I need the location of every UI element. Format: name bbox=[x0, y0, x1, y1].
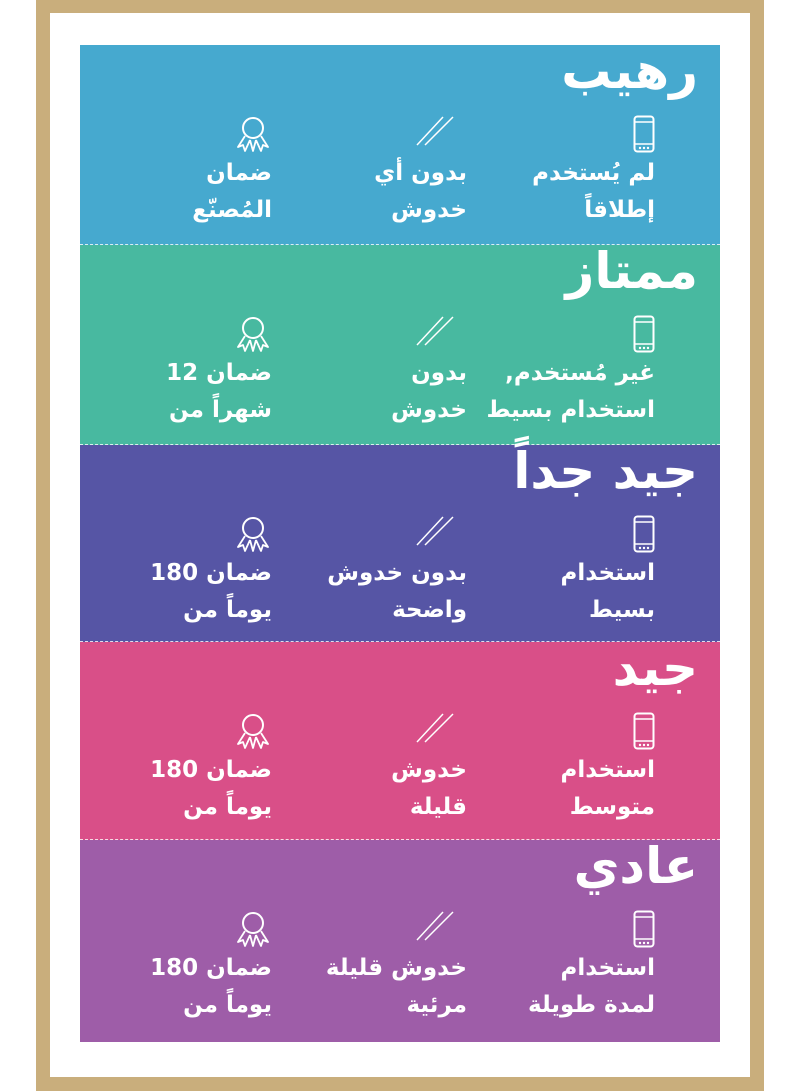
usage-column: استخدام متوسط bbox=[455, 712, 655, 832]
warranty-column: ضمان 12 شهراً من bbox=[72, 315, 272, 435]
scratches-line-1: بدون خدوش bbox=[327, 560, 467, 586]
scratches-line-1: خدوش قليلة bbox=[325, 955, 467, 981]
usage-line-2: متوسط bbox=[569, 794, 655, 820]
warranty-line-2: المُصنّع bbox=[192, 197, 272, 223]
usage-column: غير مُستخدم, استخدام بسيط bbox=[455, 315, 655, 435]
scratches-column: خدوش قليلة مرئية bbox=[267, 910, 467, 1030]
warranty-column: ضمان 180 يوماً من bbox=[72, 910, 272, 1030]
warranty-column: ضمان المُصنّع bbox=[72, 115, 272, 235]
scratch-lines-icon bbox=[416, 713, 454, 743]
warranty-line-1: ضمان 12 bbox=[166, 360, 272, 386]
usage-line-1: استخدام bbox=[560, 560, 656, 586]
grade-title: رهيب bbox=[561, 42, 698, 100]
award-medal-icon bbox=[237, 317, 269, 352]
phone-icon bbox=[633, 712, 655, 750]
phone-icon bbox=[633, 315, 655, 353]
warranty-line-1: ضمان bbox=[206, 160, 272, 186]
warranty-line-2: شهراً من bbox=[169, 397, 272, 423]
award-medal-icon bbox=[237, 912, 269, 947]
usage-line-2: بسيط bbox=[588, 597, 655, 623]
usage-line-1: غير مُستخدم, bbox=[505, 360, 655, 386]
scratches-line-2: قليلة bbox=[409, 794, 467, 820]
warranty-line-2: يوماً من bbox=[183, 794, 272, 820]
warranty-line-2: يوماً من bbox=[183, 992, 272, 1018]
award-medal-icon bbox=[237, 117, 269, 152]
scratch-lines-icon bbox=[416, 316, 454, 346]
warranty-column: ضمان 180 يوماً من bbox=[72, 515, 272, 635]
warranty-line-2: يوماً من bbox=[183, 597, 272, 623]
scratches-line-1: خدوش bbox=[391, 757, 467, 783]
condition-grades-panel: رهيب لم يُستخدم إطلاقاً بدون أي خدوش ضمان ا… bbox=[80, 42, 720, 1042]
grade-section: ممتاز غير مُستخدم, استخدام بسيط بدون خدوش … bbox=[80, 242, 720, 445]
scratches-column: بدون خدوش bbox=[267, 315, 467, 435]
scratches-column: بدون أي خدوش bbox=[267, 115, 467, 235]
grade-title: عادي bbox=[573, 837, 698, 895]
scratch-lines-icon bbox=[416, 116, 454, 146]
scratch-lines-icon bbox=[416, 516, 454, 546]
award-medal-icon bbox=[237, 517, 269, 552]
grade-section: رهيب لم يُستخدم إطلاقاً بدون أي خدوش ضمان ا… bbox=[80, 42, 720, 245]
warranty-line-1: ضمان 180 bbox=[150, 560, 272, 586]
phone-icon bbox=[633, 115, 655, 153]
usage-column: استخدام بسيط bbox=[455, 515, 655, 635]
usage-line-1: استخدام bbox=[560, 955, 656, 981]
grade-section: عادي استخدام لمدة طويلة خدوش قليلة مرئية ض… bbox=[80, 837, 720, 1042]
scratches-line-1: بدون أي bbox=[374, 160, 467, 186]
phone-icon bbox=[633, 910, 655, 948]
scratches-column: خدوش قليلة bbox=[267, 712, 467, 832]
warranty-column: ضمان 180 يوماً من bbox=[72, 712, 272, 832]
grade-section: جيد استخدام متوسط خدوش قليلة ضمان 180 يوماً… bbox=[80, 639, 720, 840]
usage-column: لم يُستخدم إطلاقاً bbox=[455, 115, 655, 235]
usage-line-2: لمدة طويلة bbox=[528, 992, 655, 1018]
scratches-line-2: خدوش bbox=[391, 197, 467, 223]
usage-column: استخدام لمدة طويلة bbox=[455, 910, 655, 1030]
scratches-line-2: خدوش bbox=[391, 397, 467, 423]
grade-title: جيد جداً bbox=[513, 442, 698, 500]
usage-line-2: إطلاقاً bbox=[584, 197, 655, 223]
scratches-line-2: مرئية bbox=[406, 992, 467, 1018]
usage-line-1: لم يُستخدم bbox=[532, 160, 655, 186]
grade-section: جيد جداً استخدام بسيط بدون خدوش واضحة ضمان… bbox=[80, 442, 720, 642]
scratches-line-1: بدون bbox=[411, 360, 467, 386]
scratch-lines-icon bbox=[416, 911, 454, 941]
warranty-line-1: ضمان 180 bbox=[150, 955, 272, 981]
scratches-line-2: واضحة bbox=[392, 597, 467, 623]
scratches-column: بدون خدوش واضحة bbox=[267, 515, 467, 635]
warranty-line-1: ضمان 180 bbox=[150, 757, 272, 783]
grade-title: جيد bbox=[612, 639, 698, 697]
grade-title: ممتاز bbox=[565, 242, 698, 300]
usage-line-1: استخدام bbox=[560, 757, 656, 783]
usage-line-2: استخدام بسيط bbox=[486, 397, 655, 423]
award-medal-icon bbox=[237, 714, 269, 749]
phone-icon bbox=[633, 515, 655, 553]
